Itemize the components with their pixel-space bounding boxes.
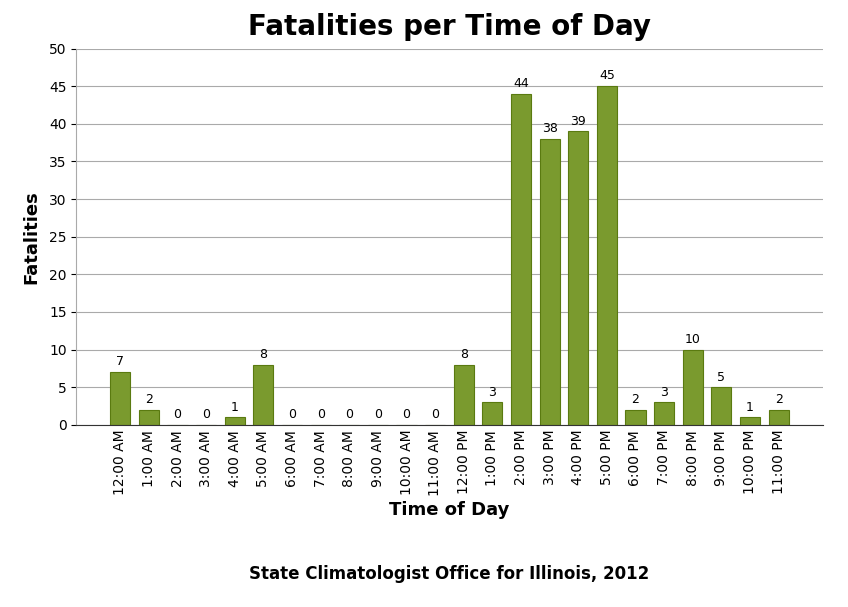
Text: 0: 0 (403, 408, 410, 421)
Y-axis label: Fatalities: Fatalities (23, 190, 41, 283)
Text: 39: 39 (571, 115, 586, 127)
Text: 0: 0 (345, 408, 354, 421)
Text: 0: 0 (288, 408, 296, 421)
Text: 8: 8 (259, 348, 267, 361)
Text: 1: 1 (231, 401, 238, 413)
Text: 38: 38 (542, 122, 558, 135)
Bar (139, 410, 159, 425)
Text: 2: 2 (632, 393, 639, 406)
Text: 2: 2 (775, 393, 783, 406)
Bar (568, 131, 589, 425)
X-axis label: Time of Day: Time of Day (389, 501, 510, 519)
Text: 0: 0 (174, 408, 181, 421)
Text: 44: 44 (513, 77, 529, 90)
Text: 3: 3 (661, 385, 668, 399)
Text: State Climatologist Office for Illinois, 2012: State Climatologist Office for Illinois,… (249, 565, 650, 583)
Bar (626, 410, 645, 425)
Text: 0: 0 (431, 408, 439, 421)
Bar (683, 350, 703, 425)
Text: 7: 7 (116, 356, 125, 368)
Bar (511, 93, 531, 425)
Text: 8: 8 (460, 348, 468, 361)
Text: 0: 0 (316, 408, 325, 421)
Bar (768, 410, 789, 425)
Bar (110, 372, 131, 425)
Text: 2: 2 (145, 393, 153, 406)
Bar (740, 418, 760, 425)
Bar (454, 365, 474, 425)
Bar (254, 365, 273, 425)
Bar (597, 86, 616, 425)
Text: 0: 0 (202, 408, 210, 421)
Text: 5: 5 (717, 370, 725, 384)
Bar (539, 139, 560, 425)
Text: 0: 0 (374, 408, 382, 421)
Bar (711, 387, 731, 425)
Text: 10: 10 (685, 333, 700, 346)
Text: 3: 3 (488, 385, 496, 399)
Bar (225, 418, 245, 425)
Bar (654, 402, 674, 425)
Bar (483, 402, 502, 425)
Title: Fatalities per Time of Day: Fatalities per Time of Day (248, 13, 651, 41)
Text: 45: 45 (599, 69, 615, 83)
Text: 1: 1 (746, 401, 754, 413)
